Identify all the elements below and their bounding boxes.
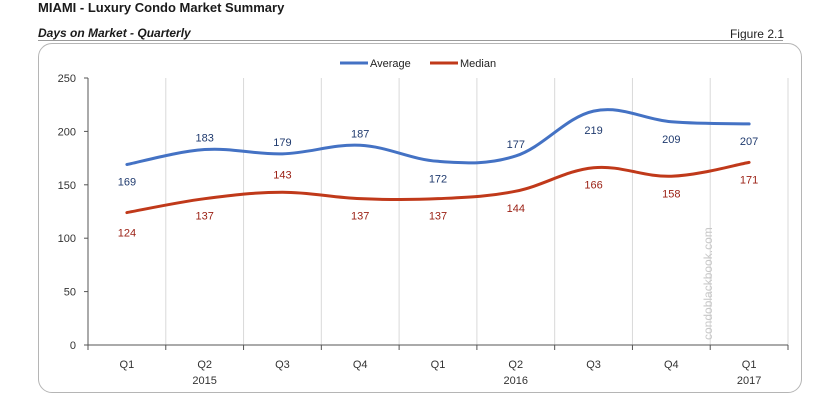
x-tick-label: Q3: [586, 359, 601, 371]
x-year-label: 2016: [504, 375, 528, 387]
average-data-label: 219: [584, 125, 602, 137]
y-tick-label: 150: [58, 180, 76, 192]
average-data-label: 172: [429, 173, 447, 185]
median-series-line: [125, 160, 751, 215]
y-tick-label: 100: [58, 233, 76, 245]
data-labels: 169 183 179 187 172 177 219 209 207 124 137 143 137 1…: [118, 125, 759, 239]
series-lines: [125, 108, 751, 215]
median-data-label: 144: [507, 203, 525, 215]
watermark-text: condoblackbook.com: [701, 227, 715, 340]
y-tick-label: 50: [64, 287, 76, 299]
average-data-label: 183: [195, 133, 213, 145]
x-tick-label: Q1: [431, 359, 446, 371]
chart-subtitle: Days on Market - Quarterly: [38, 26, 191, 40]
median-data-label: 158: [662, 188, 680, 200]
figure-label: Figure 2.1: [729, 27, 784, 41]
median-data-label: 137: [429, 211, 447, 223]
axes: 0 50 100 150 200 250 Q1 Q2 Q3 Q4 Q1 Q2 Q3 Q4 Q1 2015 201…: [58, 73, 789, 387]
x-tick-label: Q2: [197, 359, 212, 371]
x-tick-label: Q2: [508, 359, 523, 371]
median-data-label: 137: [195, 211, 213, 223]
average-data-label: 187: [351, 128, 369, 140]
y-tick-label: 200: [58, 126, 76, 138]
header-divider: [38, 40, 783, 41]
median-data-label: 171: [740, 174, 758, 186]
legend: Average Median: [340, 58, 496, 70]
x-tick-label: Q1: [742, 359, 757, 371]
x-tick-label: Q4: [353, 359, 368, 371]
x-year-label: 2017: [737, 375, 761, 387]
y-tick-label: 250: [58, 73, 76, 85]
y-tick-label: 0: [70, 340, 76, 352]
median-legend-label: Median: [460, 58, 496, 70]
average-data-label: 169: [118, 177, 136, 189]
report-title: MIAMI - Luxury Condo Market Summary: [38, 0, 285, 15]
median-data-label: 124: [118, 228, 136, 240]
median-data-label: 143: [273, 169, 291, 181]
average-data-label: 179: [273, 137, 291, 149]
average-data-label: 207: [740, 136, 758, 148]
x-tick-label: Q4: [664, 359, 679, 371]
median-data-label: 137: [351, 211, 369, 223]
x-tick-label: Q3: [275, 359, 290, 371]
median-data-label: 166: [584, 180, 602, 192]
average-data-label: 177: [507, 139, 525, 151]
x-tick-label: Q1: [120, 359, 135, 371]
average-data-label: 209: [662, 134, 680, 146]
x-year-label: 2015: [192, 375, 216, 387]
average-series-line: [125, 108, 751, 167]
average-legend-label: Average: [370, 58, 411, 70]
